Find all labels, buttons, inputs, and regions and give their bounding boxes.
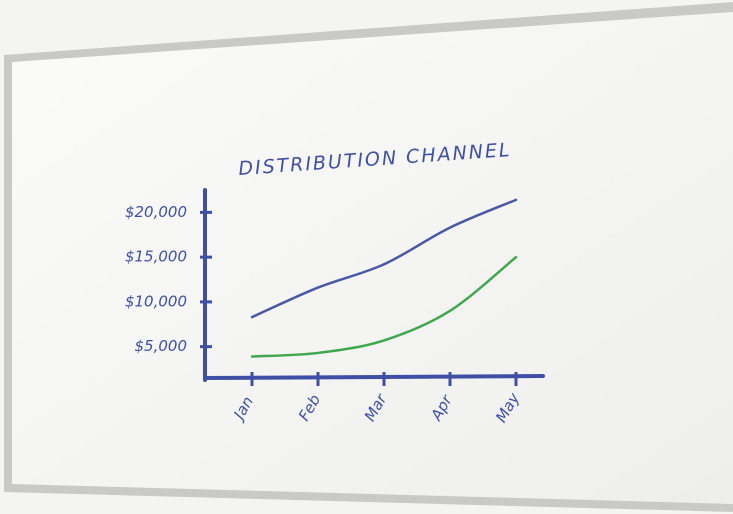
series-line bbox=[250, 255, 518, 358]
board-surface bbox=[12, 12, 733, 504]
y-tick-label: $15,000 bbox=[125, 248, 187, 266]
y-tick-label: $20,000 bbox=[125, 203, 187, 221]
y-tick-label: $5,000 bbox=[135, 337, 188, 355]
x-axis bbox=[203, 374, 545, 380]
y-tick-label: $10,000 bbox=[125, 292, 187, 310]
series-line bbox=[250, 198, 518, 319]
